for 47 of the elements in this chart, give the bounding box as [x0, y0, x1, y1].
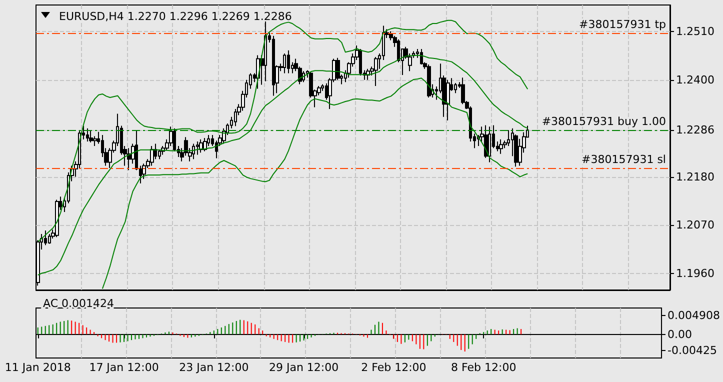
y-tick-label: 1.2180 [676, 170, 714, 184]
text: EURUSD,H4 1.2270 1.2296 1.2269 1.2286 [59, 10, 292, 23]
candlestick [499, 138, 503, 154]
x-tick-label: 11 Jan 2018 [4, 361, 71, 374]
candlestick [488, 126, 491, 163]
candlestick [283, 52, 286, 74]
x-tick-label: 17 Jan 12:00 [89, 361, 159, 374]
candlestick [420, 48, 423, 65]
candlestick [86, 128, 89, 142]
candlestick [44, 230, 47, 246]
y-tick-label: 0.00 [668, 328, 692, 341]
y-tick-label: 1.2510 [676, 24, 714, 38]
candlestick [150, 145, 154, 166]
candlestick [48, 234, 51, 244]
candlestick [446, 79, 450, 121]
y-tick-label: 1.1960 [676, 267, 714, 280]
chart-title: AC 0.001424 [43, 297, 114, 310]
y-tick-label: 1.2070 [676, 218, 714, 232]
y-tick-label: 1.2286 [676, 124, 714, 137]
candlestick [169, 126, 173, 146]
candlestick [196, 141, 199, 156]
y-tick-label: 0.004908 [668, 309, 720, 322]
ref-line-label: #380157931 sl [582, 152, 666, 166]
y-tick-label: -0.00425 [668, 344, 717, 358]
x-tick-label: 8 Feb 12:00 [451, 361, 516, 374]
ref-line-label: #380157931 buy 1.00 [542, 115, 666, 128]
y-tick-label: 1.2400 [676, 73, 714, 86]
candlestick [234, 108, 237, 127]
candlestick [454, 82, 457, 94]
candlestick [222, 128, 226, 144]
candlestick [427, 64, 431, 98]
candlestick [484, 124, 488, 158]
candlestick [272, 35, 275, 96]
candlestick [461, 77, 465, 105]
candlestick [55, 199, 59, 238]
x-tick-label: 2 Feb 12:00 [361, 361, 426, 374]
ref-line-label: #380157931 tp [579, 18, 666, 31]
x-tick-label: 23 Jan 12:00 [179, 361, 249, 374]
candlestick [336, 57, 340, 80]
candlestick [192, 143, 195, 160]
candlestick [142, 163, 146, 180]
x-tick-label: 29 Jan 12:00 [268, 361, 339, 374]
candlestick [89, 130, 93, 143]
candlestick [287, 50, 290, 74]
candlestick [359, 48, 362, 76]
candlestick [374, 56, 378, 87]
candlestick [127, 148, 131, 171]
